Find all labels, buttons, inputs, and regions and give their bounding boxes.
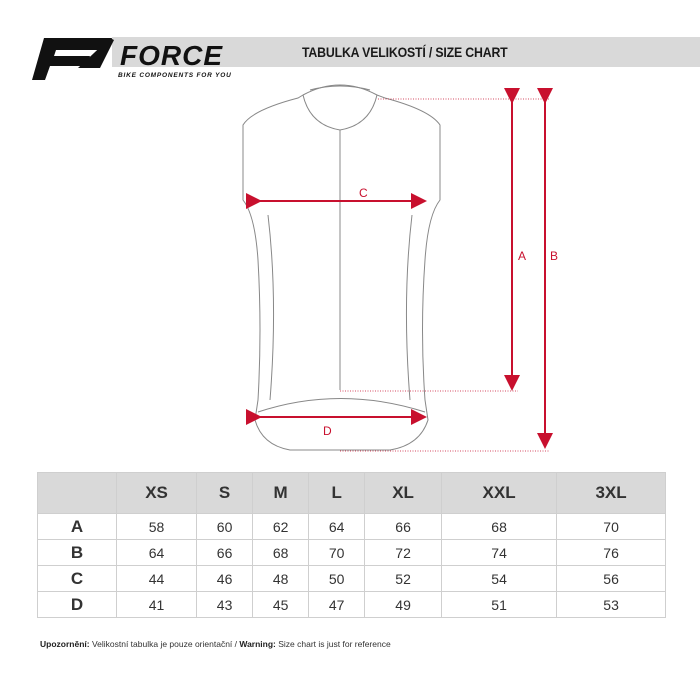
- label-b: B: [550, 249, 558, 263]
- column-header: 3XL: [556, 472, 666, 514]
- size-cell: 64: [308, 513, 366, 540]
- size-cell: 68: [252, 539, 310, 566]
- table-row: B 64 66 68 70 72 74 76: [37, 539, 666, 566]
- size-cell: 43: [196, 591, 254, 618]
- column-header: L: [308, 472, 366, 514]
- page-title: TABULKA VELIKOSTÍ / SIZE CHART: [302, 44, 508, 60]
- size-cell: 60: [196, 513, 254, 540]
- row-label: B: [37, 539, 117, 566]
- size-cell: 49: [364, 591, 442, 618]
- label-d: D: [323, 424, 332, 438]
- column-header: M: [252, 472, 310, 514]
- size-cell: 74: [440, 539, 558, 566]
- column-header: S: [196, 472, 254, 514]
- column-header: [37, 472, 117, 514]
- size-cell: 72: [364, 539, 442, 566]
- column-header: XL: [364, 472, 442, 514]
- column-header: XS: [115, 472, 198, 514]
- vest-diagram: C D A B: [242, 84, 558, 452]
- size-cell: 70: [556, 513, 666, 540]
- size-cell: 50: [308, 565, 366, 592]
- size-cell: 64: [115, 539, 198, 566]
- row-label: A: [37, 513, 117, 540]
- note-en-label: Warning:: [239, 639, 276, 649]
- header-bar: [112, 37, 700, 67]
- note-en-text: Size chart is just for reference: [275, 639, 391, 649]
- size-cell: 51: [440, 591, 558, 618]
- size-cell: 54: [440, 565, 558, 592]
- column-header: XXL: [440, 472, 558, 514]
- note-cz-label: Upozornění:: [40, 639, 90, 649]
- label-c: C: [359, 186, 368, 200]
- size-cell: 68: [440, 513, 558, 540]
- size-cell: 47: [308, 591, 366, 618]
- brand-tagline: BIKE COMPONENTS FOR YOU: [118, 72, 232, 79]
- force-logo-icon: [32, 38, 114, 80]
- size-cell: 41: [115, 591, 198, 618]
- size-cell: 44: [115, 565, 198, 592]
- size-cell: 58: [115, 513, 198, 540]
- table-row: D 41 43 45 47 49 51 53: [37, 591, 666, 618]
- disclaimer-note: Upozornění: Velikostní tabulka je pouze …: [40, 639, 391, 649]
- size-cell: 70: [308, 539, 366, 566]
- brand-name: FORCE: [120, 40, 223, 71]
- size-cell: 52: [364, 565, 442, 592]
- size-cell: 48: [252, 565, 310, 592]
- table-row: A 58 60 62 64 66 68 70: [37, 513, 666, 540]
- size-cell: 45: [252, 591, 310, 618]
- size-cell: 66: [196, 539, 254, 566]
- size-cell: 56: [556, 565, 666, 592]
- table-header-row: XS S M L XL XXL 3XL: [37, 472, 666, 514]
- vest-outline: [242, 84, 441, 451]
- size-cell: 62: [252, 513, 310, 540]
- label-a: A: [518, 249, 526, 263]
- table-row: C 44 46 48 50 52 54 56: [37, 565, 666, 592]
- size-table: XS S M L XL XXL 3XL A 58 60 62 64 66 68 70 B 64 66…: [37, 472, 666, 618]
- size-cell: 46: [196, 565, 254, 592]
- note-cz-text: Velikostní tabulka je pouze orientační /: [89, 639, 240, 649]
- row-label: C: [37, 565, 117, 592]
- size-cell: 76: [556, 539, 666, 566]
- size-cell: 66: [364, 513, 442, 540]
- size-cell: 53: [556, 591, 666, 618]
- row-label: D: [37, 591, 117, 618]
